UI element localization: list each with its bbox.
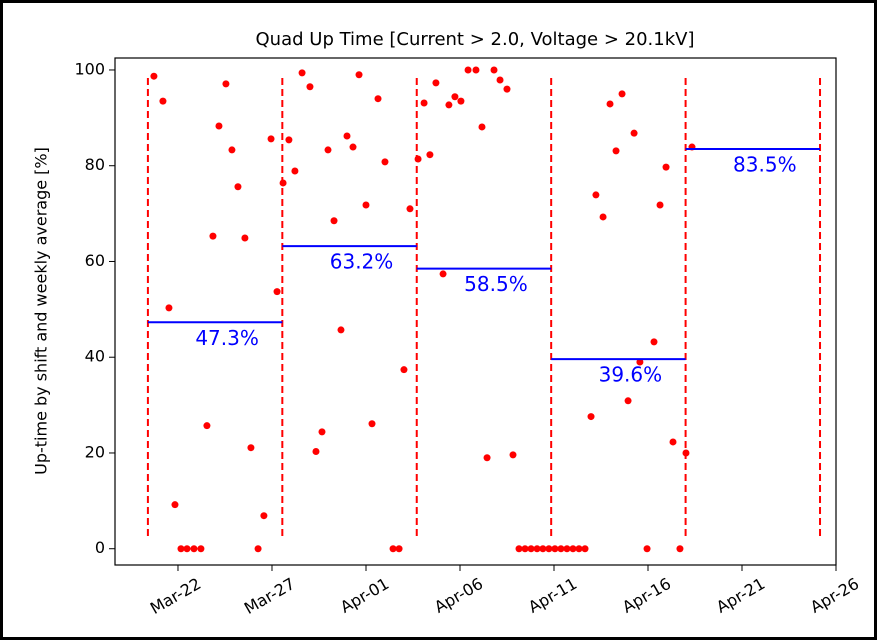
point [414,155,422,163]
point [298,69,306,77]
point [374,95,382,103]
point [490,66,498,74]
point [395,545,403,553]
y-tick-label: 100 [74,59,105,78]
point [318,428,326,436]
point [472,66,480,74]
point [273,288,281,296]
point [569,545,577,553]
point [426,151,434,159]
average-label: 83.5% [733,152,797,176]
point [483,454,491,462]
point [343,132,351,140]
point [612,147,620,155]
point [312,448,320,456]
point [241,234,249,242]
point [545,545,553,553]
point [389,545,397,553]
point [171,501,179,509]
point [267,135,275,143]
point [209,232,217,240]
point [234,183,242,191]
point [291,167,299,175]
point [203,422,211,430]
point [592,191,600,199]
point [306,83,314,91]
point [478,123,486,131]
point [606,100,614,108]
point [557,545,565,553]
point [190,545,198,553]
point [197,545,205,553]
point [349,143,357,151]
point [563,545,571,553]
point [420,99,428,107]
point [222,80,230,88]
point [669,438,677,446]
point [515,545,523,553]
point [362,201,370,209]
point [650,338,658,346]
point [581,545,589,553]
point [381,158,389,166]
point [337,326,345,334]
point [215,122,223,130]
point [330,217,338,225]
point [575,545,583,553]
point [539,545,547,553]
point [656,201,664,209]
point [432,79,440,87]
point [551,545,559,553]
point [662,163,670,171]
point [509,451,517,459]
point [183,545,191,553]
average-label: 39.6% [599,363,663,387]
point [260,512,268,520]
point [254,545,262,553]
point [406,205,414,213]
point [445,101,453,109]
point [400,366,408,374]
point [636,358,644,366]
y-tick-label: 80 [85,155,105,174]
point [624,397,632,405]
y-axis-label: Up-time by shift and weekly average [%] [32,147,51,475]
point [496,76,504,84]
point [150,72,158,80]
point [599,213,607,221]
point [503,85,511,93]
point [177,545,185,553]
y-tick-label: 0 [95,538,105,557]
point [643,545,651,553]
point [159,97,167,105]
point [451,93,459,101]
point [533,545,541,553]
point [618,90,626,98]
point [464,66,472,74]
point [439,270,447,278]
point [587,413,595,421]
y-tick-label: 60 [85,251,105,270]
chart-title: Quad Up Time [Current > 2.0, Voltage > 2… [256,29,695,50]
point [521,545,529,553]
average-label: 63.2% [330,250,394,274]
point [355,71,363,79]
point [324,146,332,154]
point [457,97,465,105]
point [285,136,293,144]
average-label: 47.3% [195,326,259,350]
point [630,129,638,137]
average-label: 58.5% [464,272,528,296]
point [368,420,376,428]
point [228,146,236,154]
point [165,304,173,312]
plot-area [114,57,837,566]
y-tick-label: 40 [85,347,105,366]
point [527,545,535,553]
point [247,444,255,452]
point [676,545,684,553]
y-tick-label: 20 [85,442,105,461]
